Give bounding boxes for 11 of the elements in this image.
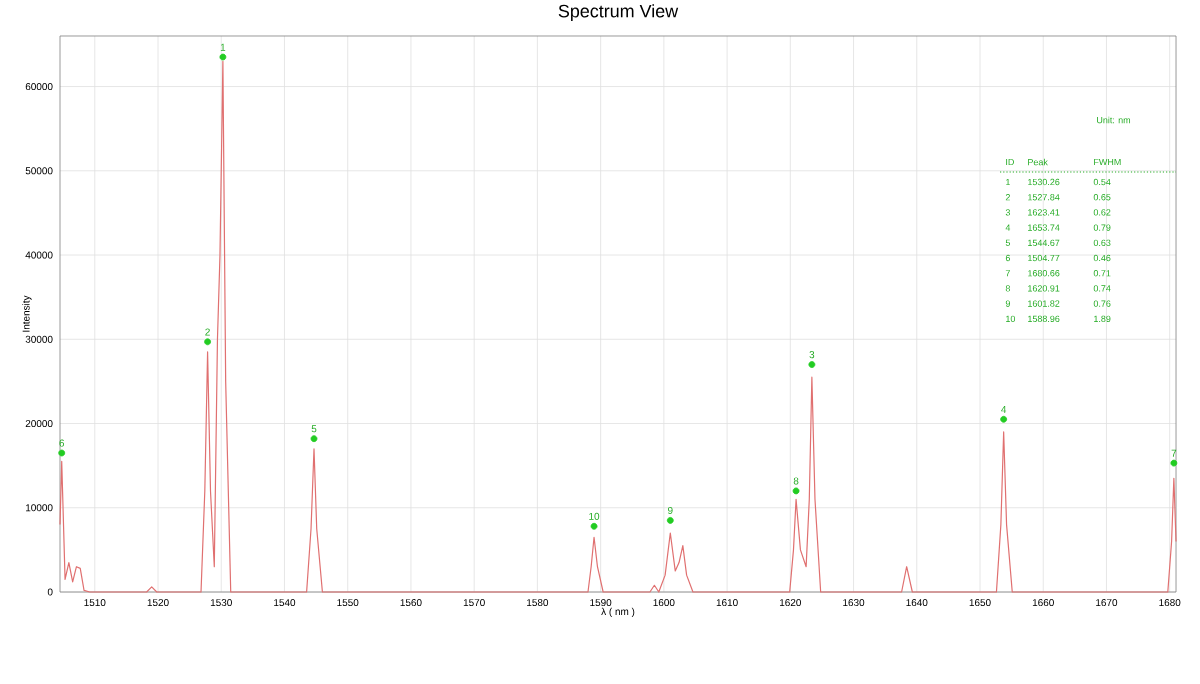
point bbox=[1170, 459, 1178, 467]
point bbox=[58, 449, 66, 457]
point bbox=[1000, 415, 1008, 423]
point bbox=[808, 361, 816, 368]
point bbox=[310, 435, 318, 443]
point bbox=[204, 338, 211, 346]
point bbox=[666, 516, 674, 524]
point bbox=[590, 522, 598, 530]
chart-title: Spectrum View bbox=[558, 4, 679, 21]
point bbox=[792, 487, 800, 495]
point bbox=[219, 53, 227, 61]
